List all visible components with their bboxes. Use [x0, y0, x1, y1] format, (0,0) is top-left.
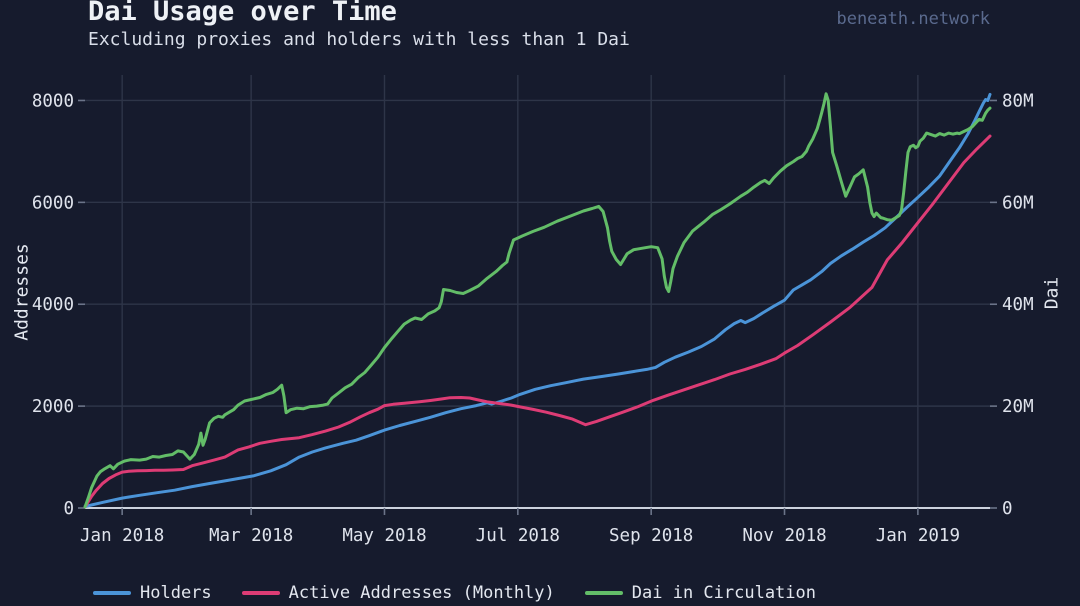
- y-tick-label-right: 20M: [1002, 397, 1034, 417]
- x-tick-label: Sep 2018: [609, 526, 693, 546]
- dai-circulation-line-swatch-icon: [584, 591, 623, 595]
- legend-label-dai-circulation: Dai in Circulation: [631, 583, 816, 603]
- active-addresses-line-swatch-icon: [241, 591, 280, 595]
- legend-label-active-addresses: Active Addresses (Monthly): [288, 583, 555, 603]
- x-tick-label: May 2018: [342, 526, 426, 546]
- y-tick-label-left: 8000: [32, 91, 74, 111]
- series-line-dai-in-circulation: [83, 92, 992, 509]
- legend-item-holders[interactable]: Holders: [93, 583, 212, 603]
- y-tick-label-left: 2000: [32, 397, 74, 417]
- series-line-holders: [83, 92, 992, 508]
- x-tick-label: Mar 2018: [209, 526, 293, 546]
- y-tick-label-right: 0: [1002, 499, 1013, 519]
- holders-line-swatch-icon: [93, 591, 131, 595]
- chart-title: Dai Usage over Time: [88, 0, 397, 27]
- chart-subtitle: Excluding proxies and holders with less …: [88, 29, 630, 50]
- legend-item-active-addresses[interactable]: Active Addresses (Monthly): [241, 583, 555, 603]
- x-tick-label: Nov 2018: [742, 526, 826, 546]
- y-tick-label-left: 4000: [32, 295, 74, 315]
- y-tick-label-right: 80M: [1002, 91, 1034, 111]
- x-tick-label: Jan 2018: [80, 526, 164, 546]
- x-tick-label: Jan 2019: [876, 526, 960, 546]
- y-tick-label-right: 60M: [1002, 193, 1034, 213]
- x-tick-label: Jul 2018: [476, 526, 560, 546]
- y-tick-label-left: 0: [63, 499, 74, 519]
- series-line-active-addresses-monthly: [83, 134, 992, 509]
- legend-label-holders: Holders: [140, 583, 212, 603]
- y-tick-label-right: 40M: [1002, 295, 1034, 315]
- y-tick-label-left: 6000: [32, 193, 74, 213]
- legend: Holders Active Addresses (Monthly) Dai i…: [93, 583, 816, 603]
- watermark-link[interactable]: beneath.network: [836, 9, 990, 29]
- legend-item-dai-circulation[interactable]: Dai in Circulation: [584, 583, 816, 603]
